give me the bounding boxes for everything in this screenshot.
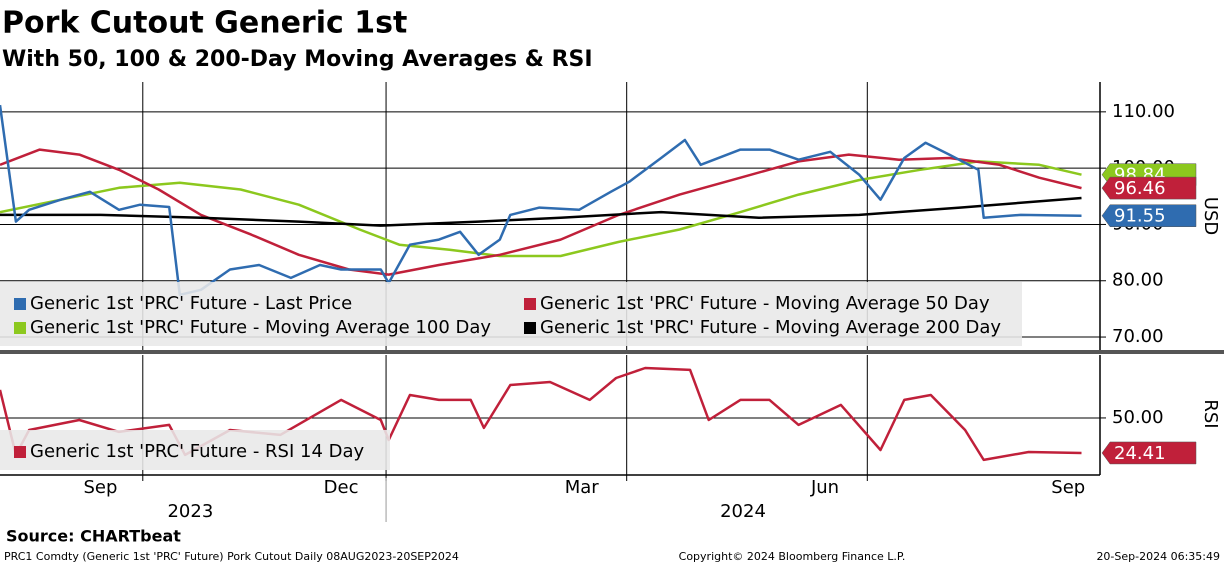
footer-right: 20-Sep-2024 06:35:49	[1096, 550, 1220, 563]
y-axis-label: RSI	[1200, 399, 1221, 428]
last-value-badge	[1101, 441, 1197, 465]
line-series	[0, 148, 1082, 276]
year-label: 2024	[720, 501, 766, 522]
year-label: 2023	[167, 501, 213, 522]
y-tick-label: 110.00	[1112, 101, 1175, 122]
legend-box	[0, 430, 390, 470]
line-series	[0, 196, 1082, 227]
x-tick-label: Jun	[810, 477, 839, 498]
chart-title: Pork Cutout Generic 1st	[2, 6, 407, 41]
line-series	[0, 160, 1082, 258]
y-axis-label: USD	[1200, 197, 1221, 235]
footer-center: Copyright© 2024 Bloomberg Finance L.P.	[679, 550, 906, 563]
legend-label: Generic 1st 'PRC' Future - RSI 14 Day	[30, 441, 365, 462]
legend-swatch	[14, 322, 26, 334]
footer-left: PRC1 Comdty (Generic 1st 'PRC' Future) P…	[4, 550, 459, 563]
legend-swatch	[14, 298, 26, 310]
y-tick-label: 50.00	[1112, 407, 1164, 428]
legend-box	[0, 282, 1022, 346]
x-tick-label: Mar	[565, 477, 600, 498]
line-series	[0, 104, 1082, 297]
legend-label: Generic 1st 'PRC' Future - Last Price	[30, 293, 352, 314]
last-value-badge	[1101, 204, 1197, 227]
y-tick-label: 80.00	[1112, 270, 1164, 291]
last-value-label: 91.55	[1114, 206, 1166, 227]
y-tick-label: 70.00	[1112, 326, 1164, 347]
panel-separator	[0, 350, 1224, 354]
legend-swatch	[14, 446, 26, 458]
legend-label: Generic 1st 'PRC' Future - Moving Averag…	[30, 317, 491, 338]
source: Source: CHARTbeat	[6, 527, 181, 546]
x-tick-label: Dec	[324, 477, 359, 498]
last-value-label: 24.41	[1114, 443, 1166, 464]
last-value-badge	[1101, 176, 1197, 200]
x-tick-label: Sep	[84, 477, 118, 498]
x-tick-label: Sep	[1051, 477, 1085, 498]
last-value-label: 96.46	[1114, 178, 1166, 199]
legend-label: Generic 1st 'PRC' Future - Moving Averag…	[540, 293, 990, 314]
chart-subtitle: With 50, 100 & 200-Day Moving Averages &…	[2, 47, 593, 72]
legend-swatch	[524, 322, 536, 334]
legend-label: Generic 1st 'PRC' Future - Moving Averag…	[540, 317, 1001, 338]
legend-swatch	[524, 298, 536, 310]
